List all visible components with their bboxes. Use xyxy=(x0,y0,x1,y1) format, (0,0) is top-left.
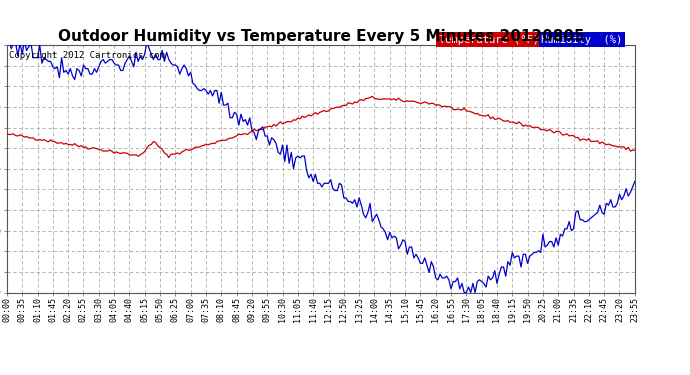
Text: Humidity  (%): Humidity (%) xyxy=(541,34,622,45)
Title: Outdoor Humidity vs Temperature Every 5 Minutes 20120805: Outdoor Humidity vs Temperature Every 5 … xyxy=(57,29,584,44)
Text: Temperature (°F): Temperature (°F) xyxy=(439,34,539,45)
Text: Copyright 2012 Cartronics.com: Copyright 2012 Cartronics.com xyxy=(9,51,165,60)
